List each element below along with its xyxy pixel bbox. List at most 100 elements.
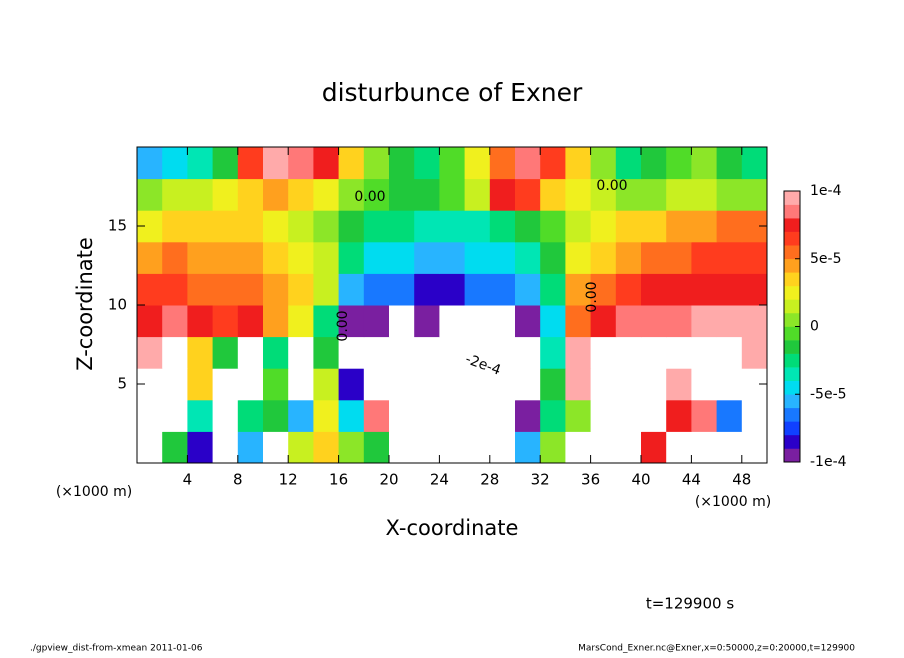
field-cell	[313, 147, 340, 180]
field-cell	[187, 368, 214, 401]
field-cell	[313, 305, 340, 338]
field-cell	[691, 178, 718, 211]
colorbar-swatch	[784, 204, 800, 219]
field-cell	[263, 178, 289, 211]
field-cell	[666, 368, 692, 401]
field-cell	[464, 178, 491, 211]
colorbar-swatch	[784, 367, 800, 381]
field-cell	[439, 336, 466, 369]
field-cell	[263, 273, 289, 306]
field-cell	[439, 305, 466, 338]
field-cell	[389, 147, 415, 180]
field-cell	[363, 273, 390, 306]
field-cell	[464, 305, 491, 338]
field-cell	[540, 147, 566, 180]
field-cell	[666, 305, 692, 338]
field-cell	[565, 210, 592, 243]
field-cell	[212, 178, 239, 211]
field-cell	[615, 241, 642, 274]
field-cell	[414, 368, 440, 401]
field-cell	[716, 431, 743, 464]
colorbar-swatch	[784, 312, 800, 327]
y-unit: (×1000 m)	[56, 484, 132, 500]
field-cell	[187, 273, 214, 306]
field-cell	[162, 336, 188, 369]
field-cell	[615, 210, 642, 243]
field-cell	[666, 336, 692, 369]
field-cell	[212, 399, 239, 432]
field-cell	[187, 178, 214, 211]
field-cell	[464, 431, 491, 464]
contour-label: 0.00	[335, 310, 351, 341]
field-cell	[263, 305, 289, 338]
field-cell	[515, 147, 541, 180]
field-cell	[137, 147, 163, 180]
colorbar-swatch	[784, 434, 800, 449]
field-cell	[313, 368, 340, 401]
field-cell	[590, 305, 617, 338]
field-cell	[288, 210, 314, 243]
field-cell	[288, 178, 314, 211]
field	[137, 147, 768, 464]
field-cell	[489, 210, 516, 243]
field-cell	[414, 178, 440, 211]
field-cell	[237, 273, 264, 306]
field-cell	[212, 147, 239, 180]
field-cell	[716, 210, 743, 243]
field-cell	[313, 399, 340, 432]
field-cell	[389, 431, 415, 464]
field-cell	[565, 336, 592, 369]
field-cell	[212, 241, 239, 274]
field-cell	[464, 273, 491, 306]
field-cell	[237, 305, 264, 338]
field-cell	[741, 241, 768, 274]
field-cell	[313, 241, 340, 274]
colorbar-swatch	[784, 380, 800, 395]
field-cell	[691, 273, 718, 306]
x-tick-label: 48	[732, 471, 751, 489]
field-cell	[641, 431, 667, 464]
field-cell	[137, 273, 163, 306]
field-cell	[515, 241, 541, 274]
field-cell	[187, 147, 214, 180]
field-cell	[389, 368, 415, 401]
field-cell	[741, 178, 768, 211]
overlay: 4 8 12 16 20 24 28 32 36 40 44 4851015-1e-4-5e-505e…	[108, 146, 847, 489]
colorbar-swatch	[784, 285, 800, 300]
field-cell	[363, 241, 390, 274]
field-cell	[162, 147, 188, 180]
field-cell	[565, 431, 592, 464]
colorbar-swatch	[784, 448, 800, 463]
field-cell	[515, 336, 541, 369]
field-cell	[237, 147, 264, 180]
field-cell	[716, 336, 743, 369]
field-cell	[414, 273, 440, 306]
field-cell	[288, 147, 314, 180]
colorbar-tick-label: 5e-5	[810, 251, 841, 267]
field-cell	[641, 241, 667, 274]
field-cell	[313, 336, 340, 369]
field-cell	[187, 336, 214, 369]
field-cell	[288, 241, 314, 274]
field-cell	[212, 273, 239, 306]
field-cell	[237, 210, 264, 243]
field-cell	[641, 210, 667, 243]
field-cell	[263, 210, 289, 243]
field-cell	[313, 431, 340, 464]
field-cell	[237, 368, 264, 401]
field-cell	[691, 305, 718, 338]
field-cell	[439, 368, 466, 401]
field-cell	[515, 368, 541, 401]
field-cell	[515, 210, 541, 243]
field-cell	[338, 147, 365, 180]
field-cell	[263, 336, 289, 369]
field-cell	[641, 368, 667, 401]
field-cell	[615, 178, 642, 211]
field-cell	[137, 178, 163, 211]
field-cell	[590, 399, 617, 432]
field-cell	[666, 178, 692, 211]
colorbar-swatch	[784, 326, 800, 341]
field-cell	[590, 210, 617, 243]
field-cell	[540, 178, 566, 211]
field-cell	[263, 241, 289, 274]
